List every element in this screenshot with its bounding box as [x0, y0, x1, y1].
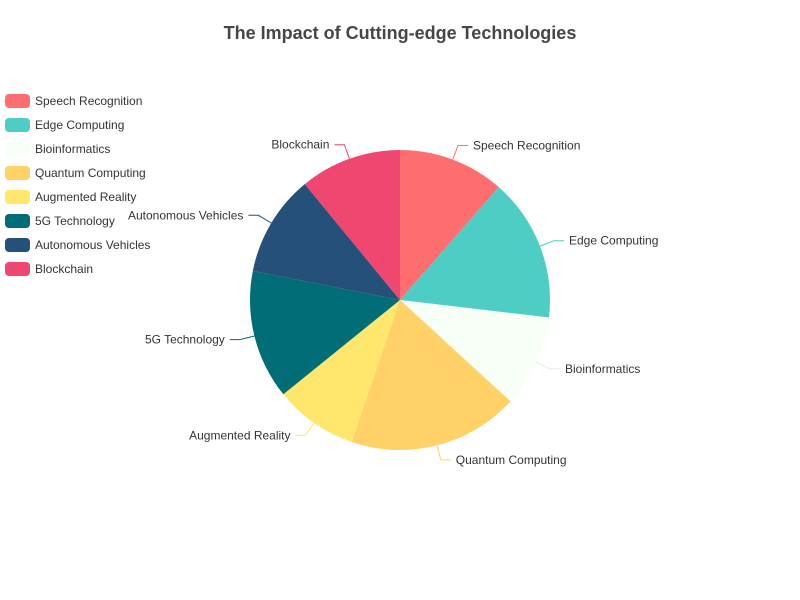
legend-item-speech-recognition[interactable]: Speech Recognition	[5, 94, 142, 108]
leader-line-edge-computing	[539, 240, 564, 247]
legend-label: Speech Recognition	[35, 94, 142, 108]
legend-item-quantum-computing[interactable]: Quantum Computing	[5, 166, 146, 180]
pie-slice-bioinformatics[interactable]	[400, 300, 549, 402]
leader-line-blockchain	[334, 144, 350, 159]
slice-label-5g-technology: 5G Technology	[145, 333, 225, 347]
legend-label: 5G Technology	[35, 214, 115, 228]
legend-item-augmented-reality[interactable]: Augmented Reality	[5, 190, 136, 204]
leader-line-speech-recognition	[452, 145, 468, 160]
legend-swatch	[5, 214, 30, 228]
slice-label-edge-computing: Edge Computing	[569, 234, 658, 248]
slice-label-autonomous-vehicles: Autonomous Vehicles	[128, 208, 243, 222]
pie-slice-edge-computing[interactable]	[400, 187, 550, 318]
legend-label: Autonomous Vehicles	[35, 238, 150, 252]
legend-label: Bioinformatics	[35, 142, 110, 156]
leader-line-5g-technology	[229, 335, 255, 341]
legend-swatch	[5, 238, 30, 252]
legend-label: Blockchain	[35, 262, 93, 276]
leader-line-autonomous-vehicles	[248, 214, 272, 224]
leader-line-quantum-computing	[436, 445, 451, 461]
slice-labels: Speech Recognition Edge Computing Bioinfor…	[128, 138, 658, 467]
pie-slice-speech-recognition[interactable]	[400, 150, 499, 300]
legend-swatch	[5, 94, 30, 108]
pie-slice-quantum-computing[interactable]	[351, 300, 511, 450]
legend-item-edge-computing[interactable]: Edge Computing	[5, 118, 124, 132]
slice-label-blockchain: Blockchain	[271, 138, 329, 152]
slice-label-bioinformatics: Bioinformatics	[565, 362, 640, 376]
legend-swatch	[5, 166, 30, 180]
pie-slice-blockchain[interactable]	[304, 150, 400, 300]
legend-item-autonomous-vehicles[interactable]: Autonomous Vehicles	[5, 238, 150, 252]
slice-label-quantum-computing: Quantum Computing	[456, 453, 567, 467]
pie-slice-5g-technology[interactable]	[249, 270, 400, 395]
legend-swatch	[5, 262, 30, 276]
pie-slices	[249, 150, 550, 450]
pie-slice-augmented-reality[interactable]	[283, 300, 400, 442]
legend-label: Augmented Reality	[35, 190, 136, 204]
pie-slice-autonomous-vehicles[interactable]	[252, 184, 400, 300]
legend-swatch	[5, 118, 30, 132]
legend-label: Edge Computing	[35, 118, 124, 132]
leader-line-augmented-reality	[295, 422, 315, 436]
legend-item-bioinformatics[interactable]: Bioinformatics	[5, 142, 110, 156]
slice-label-augmented-reality: Augmented Reality	[189, 428, 290, 442]
legend: Speech Recognition Edge Computing Bioinfor…	[5, 94, 150, 276]
chart-title: The Impact of Cutting-edge Technologies	[224, 23, 577, 43]
slice-label-speech-recognition: Speech Recognition	[473, 139, 580, 153]
legend-label: Quantum Computing	[35, 166, 146, 180]
legend-swatch	[5, 190, 30, 204]
legend-swatch	[5, 142, 30, 156]
legend-item-blockchain[interactable]: Blockchain	[5, 262, 93, 276]
legend-item-5g-technology[interactable]: 5G Technology	[5, 214, 115, 228]
leader-line-bioinformatics	[536, 362, 560, 370]
